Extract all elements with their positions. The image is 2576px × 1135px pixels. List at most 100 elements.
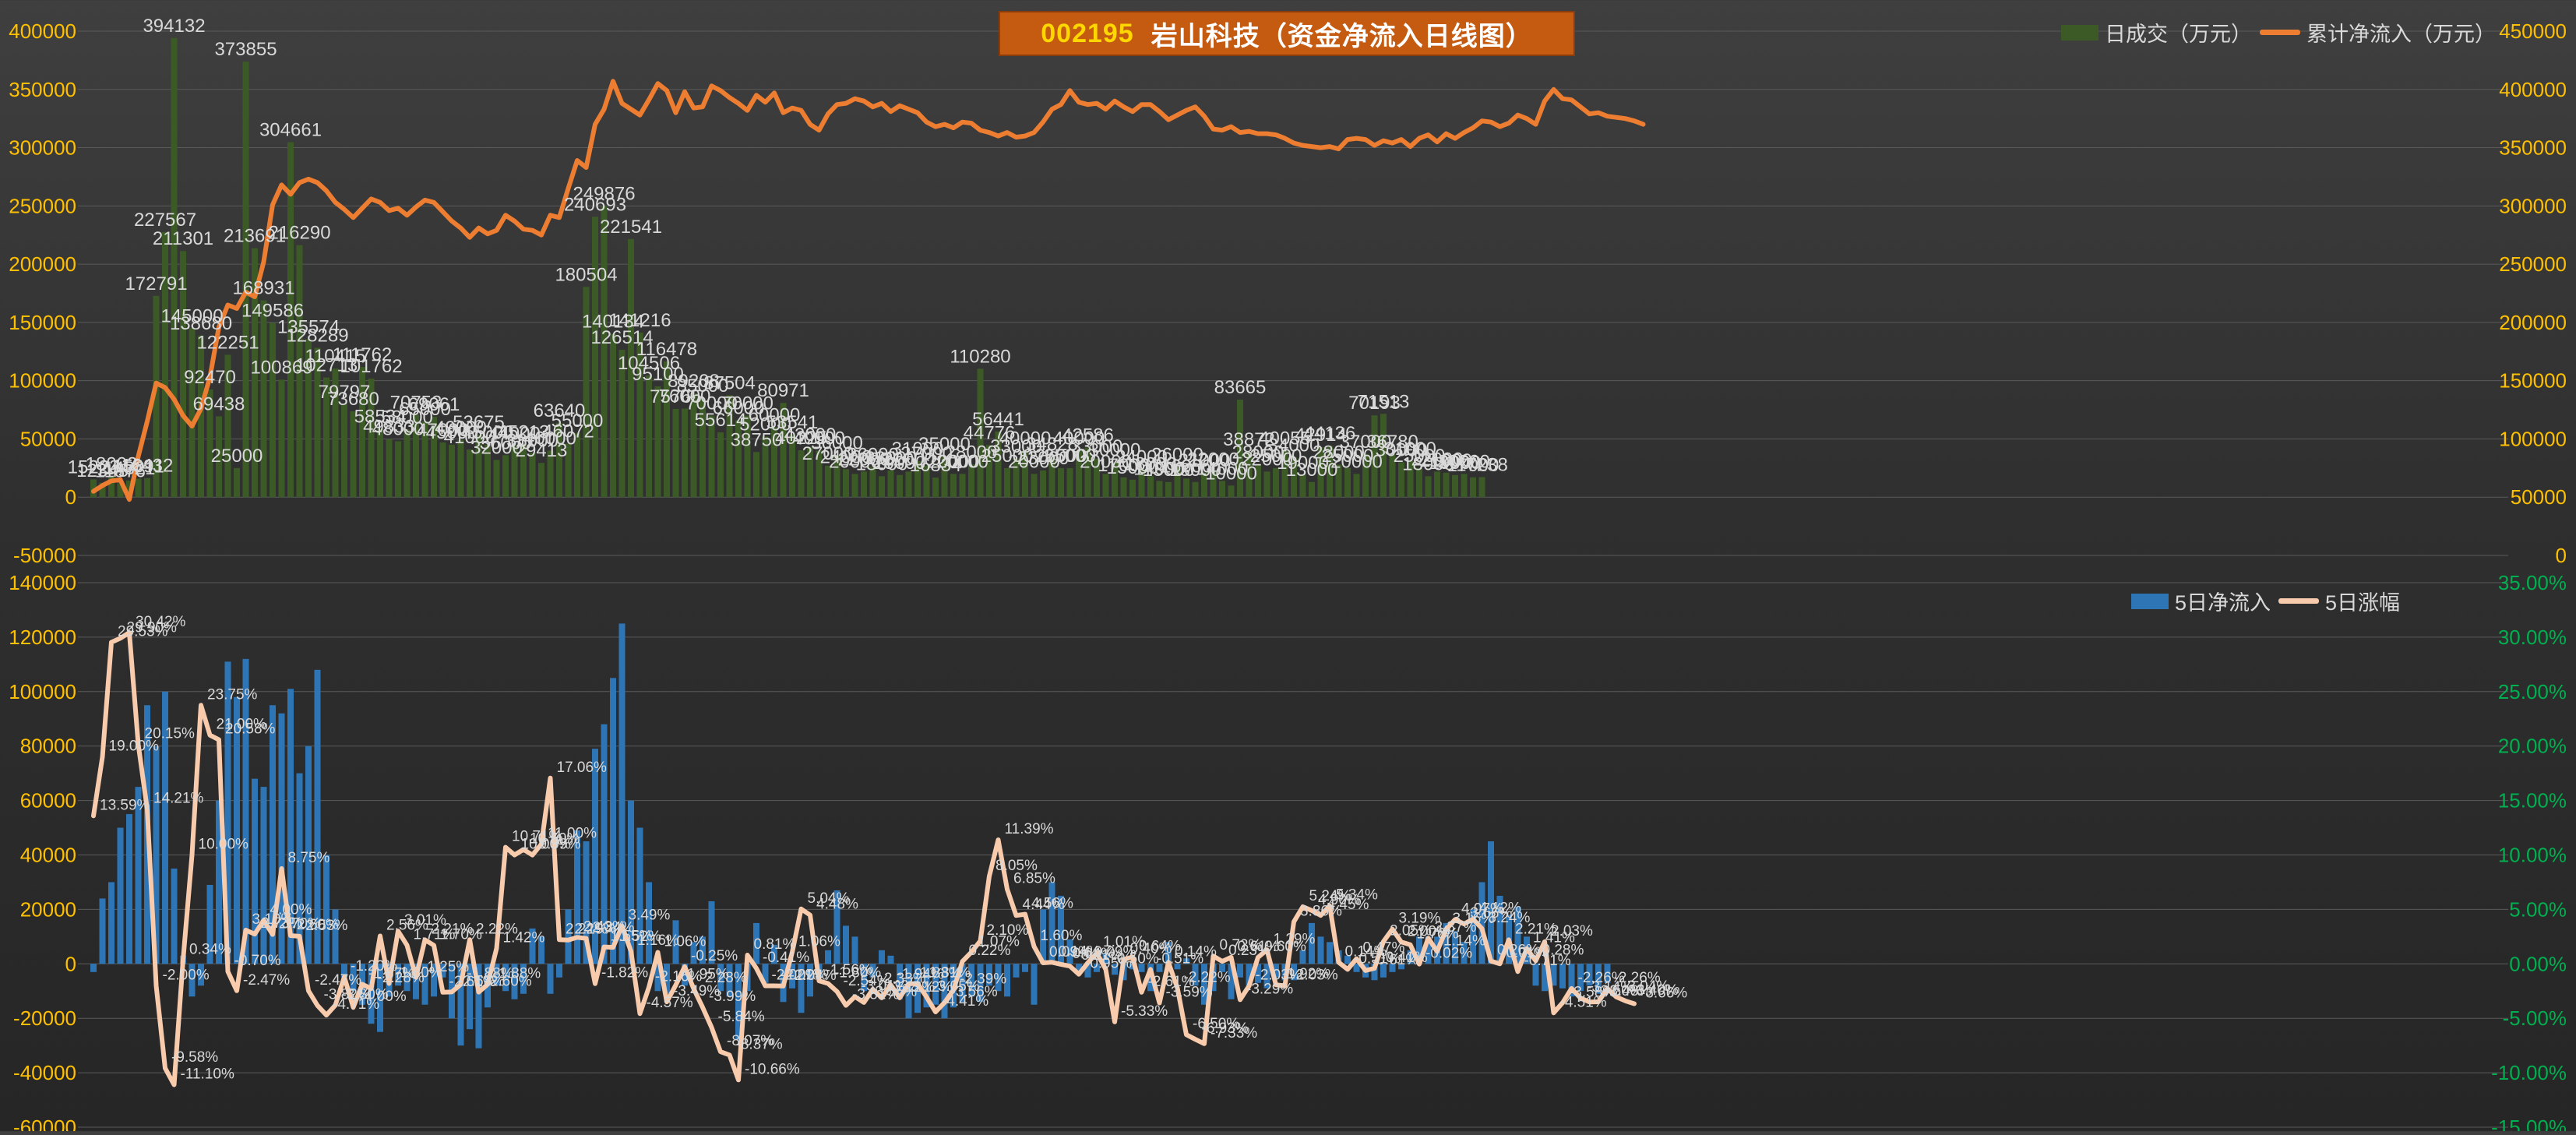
p2-bar xyxy=(1371,964,1378,981)
p2-line-data-label: -3.49% xyxy=(673,983,720,999)
p2-line-data-label: -1.25% xyxy=(422,959,469,975)
p1-bar-data-label: 40225 xyxy=(775,428,827,449)
p2-bar xyxy=(395,964,401,986)
legend-label-5d-change: 5日涨幅 xyxy=(2325,591,2401,615)
p2-line-data-label: 2.22% xyxy=(566,921,608,937)
p1-bar-data-label: 110415 xyxy=(305,346,365,367)
p1-bar xyxy=(467,449,473,498)
p2-line-data-label: 1.70% xyxy=(440,927,482,943)
p2-bar xyxy=(1488,841,1494,964)
p2-line-data-label: -0.51% xyxy=(1354,950,1401,967)
p2-bar xyxy=(1076,964,1082,972)
p1-bar-data-label: 15223 xyxy=(68,456,120,478)
p2-line-data-label: -4.00% xyxy=(360,989,407,1005)
p1-bar xyxy=(296,245,303,498)
p2-line-data-label: -2.47% xyxy=(315,972,361,989)
p2-line-data-label: 1.01% xyxy=(1103,934,1145,950)
p1-bar-data-label: 304661 xyxy=(259,120,322,141)
p2-line-data-label: 4.00% xyxy=(270,901,312,918)
p2-line-data-label: 3.10% xyxy=(252,911,294,928)
p2-line-data-label: -1.88% xyxy=(467,966,514,982)
p2-line-data-label: -8.07% xyxy=(727,1033,774,1049)
p1-bar xyxy=(843,469,849,498)
p1-bar-data-label: 27000 xyxy=(900,443,953,464)
p2-line-data-label: 0.26% xyxy=(1497,943,1539,959)
p1-bar-data-label: 41000 xyxy=(444,427,496,448)
p2-right-tick-label: -5.00% xyxy=(2503,1006,2567,1030)
p2-bar xyxy=(502,964,509,992)
p2-line-data-label: 5.04% xyxy=(808,890,850,907)
p2-line-data-label: -3.55% xyxy=(870,984,917,1000)
p1-bar xyxy=(833,455,840,498)
p1-bar-data-label: 25000 xyxy=(981,446,1034,467)
p1-bar xyxy=(1129,479,1136,498)
p2-left-tick-label: 80000 xyxy=(20,735,76,758)
p1-bar-data-label: 32000 xyxy=(470,437,523,458)
p2-bar xyxy=(421,964,428,1005)
p2-line-data-label: -3.59% xyxy=(1166,984,1213,1000)
p1-bar xyxy=(314,347,321,498)
p1-bar xyxy=(475,434,482,498)
p1-bar-data-label: 66000 xyxy=(713,398,765,419)
p1-bar xyxy=(278,379,285,498)
p1-bar xyxy=(90,479,97,498)
p1-bar xyxy=(887,470,894,498)
p2-bar xyxy=(198,964,204,986)
p1-bar-data-label: 20000 xyxy=(1080,451,1132,472)
p1-bar xyxy=(905,471,912,498)
p1-bar xyxy=(198,335,204,498)
p1-bar xyxy=(1398,462,1404,498)
p2-line-data-label: -1.20% xyxy=(351,958,397,975)
p1-bar-data-label: 13000 xyxy=(1143,460,1195,481)
p2-line-data-label: -2.39% xyxy=(960,971,1006,988)
p1-bar xyxy=(977,368,984,498)
legend-label-cum-inflow: 累计净流入（万元） xyxy=(2306,23,2496,46)
p1-bar xyxy=(1425,476,1432,498)
legend-item-5d-change: 5日涨幅 xyxy=(2278,586,2400,616)
p1-bar xyxy=(682,408,688,498)
p2-line-data-label: -9.58% xyxy=(171,1049,218,1066)
p2-bar xyxy=(690,942,697,964)
p2-line-data-label: 2.73% xyxy=(261,915,303,932)
p2-bar xyxy=(941,964,948,1019)
p1-bar-data-label: 45213 xyxy=(498,422,550,443)
p1-bar xyxy=(457,439,464,498)
p2-line-data-label: 9.99% xyxy=(539,837,581,853)
p1-bar-data-label: 36000 xyxy=(811,432,863,453)
p2-bar xyxy=(1470,909,1476,964)
p2-line-data-label: -2.02% xyxy=(781,968,827,984)
p2-line-data-label: -3.01% xyxy=(862,978,908,994)
p1-bar xyxy=(1120,477,1127,498)
p2-line-data-label: 0.61% xyxy=(1238,939,1280,955)
p1-bar xyxy=(287,142,294,498)
p2-right-tick-label: 20.00% xyxy=(2498,735,2567,758)
p1-bar xyxy=(628,238,634,498)
p2-bar xyxy=(1443,922,1450,964)
p1-bar xyxy=(646,375,652,498)
p1-bar xyxy=(520,444,527,498)
p2-bar xyxy=(726,964,733,997)
p1-bar xyxy=(816,450,823,498)
p1-right-tick-label: 0 xyxy=(2556,544,2567,567)
p1-bar-data-label: 80971 xyxy=(757,380,809,401)
p1-bar xyxy=(421,421,428,498)
p1-bar-data-label: 37000 xyxy=(1340,432,1392,453)
p1-bar-data-label: 38000 xyxy=(506,430,559,451)
p2-bar xyxy=(1309,922,1315,964)
p2-bar xyxy=(1327,942,1333,964)
p1-bar xyxy=(726,395,733,498)
p1-bar-data-label: 240693 xyxy=(564,194,626,215)
p1-bar xyxy=(206,389,213,498)
p1-bar xyxy=(260,300,267,498)
p1-bar xyxy=(1076,450,1082,498)
p2-line-data-label: -0.25% xyxy=(691,948,738,964)
p1-bar-data-label: 216290 xyxy=(268,223,330,244)
p2-bar xyxy=(1112,964,1118,975)
p2-bar xyxy=(636,827,643,964)
p2-line-data-label: -2.26% xyxy=(1614,970,1661,986)
p2-bar xyxy=(439,964,446,978)
p2-line-data-label: 4.45% xyxy=(1327,897,1369,913)
p1-bar-data-label: 15891 xyxy=(112,456,164,477)
p1-bar-data-label: 36000 xyxy=(480,432,532,453)
p1-bar xyxy=(690,393,697,498)
